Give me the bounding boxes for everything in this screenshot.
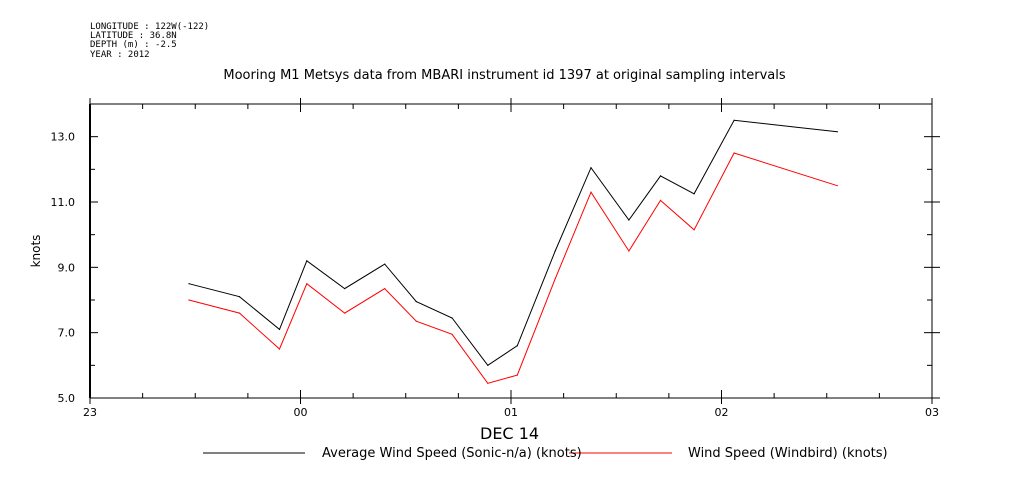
chart-title: Mooring M1 Metsys data from MBARI instru… [223,68,786,83]
data-point-average-wind [451,317,453,319]
data-point-windbird [278,348,281,350]
data-point-windbird [238,312,241,314]
data-point-windbird [306,283,308,285]
data-point-average-wind [306,260,308,262]
x-tick-label: 03 [925,406,939,419]
data-point-average-wind [415,301,417,303]
data-point-windbird [628,250,630,252]
x-tick-label: 02 [715,406,729,419]
data-point-average-wind [188,283,190,285]
data-point-average-wind [344,287,346,290]
legend-label-windbird: Wind Speed (Windbird) (knots) [688,446,888,461]
data-point-windbird [188,299,190,301]
y-tick-label: 5.0 [58,392,76,405]
data-point-average-wind [278,328,281,330]
data-point-windbird [516,374,518,376]
y-tick-label: 11.0 [51,196,76,209]
data-point-average-wind [516,345,518,347]
data-point-windbird [659,199,662,201]
data-point-average-wind [693,193,695,195]
data-point-windbird [451,333,453,335]
data-point-average-wind [628,219,630,221]
data-point-windbird [487,382,489,384]
data-point-windbird [733,152,735,154]
legend-label-average-wind: Average Wind Speed (Sonic-n/a) (knots) [322,446,582,461]
data-point-average-wind [238,296,241,298]
y-tick-label: 13.0 [51,131,76,144]
data-point-windbird [384,287,386,290]
data-point-windbird [693,229,695,231]
data-point-average-wind [384,263,386,265]
data-point-windbird [836,185,838,187]
data-point-average-wind [590,167,592,169]
data-point-windbird [554,278,556,280]
y-tick-label: 7.0 [58,327,76,340]
year-text: YEAR : 2012 [90,50,150,60]
series-line-average-wind [188,119,838,366]
x-tick-label: 01 [504,406,518,419]
data-point-windbird [590,191,592,193]
longitude-text: LONGITUDE : 122W(-122) [90,22,210,32]
depth-text: DEPTH (m) : -2.5 [90,40,177,50]
data-point-average-wind [554,250,556,252]
y-axis-label: knots [29,235,43,268]
data-point-average-wind [836,131,838,133]
y-tick-label: 9.0 [58,261,76,274]
x-axis-date-label: DEC 14 [480,424,540,443]
x-tick-label: 23 [83,406,97,419]
x-tick-label: 00 [294,406,308,419]
data-point-average-wind [487,364,489,366]
latitude-text: LATITUDE : 36.8N [90,31,177,41]
data-point-windbird [344,312,346,314]
data-point-average-wind [733,119,735,121]
data-point-average-wind [659,175,662,177]
data-point-windbird [415,320,417,322]
